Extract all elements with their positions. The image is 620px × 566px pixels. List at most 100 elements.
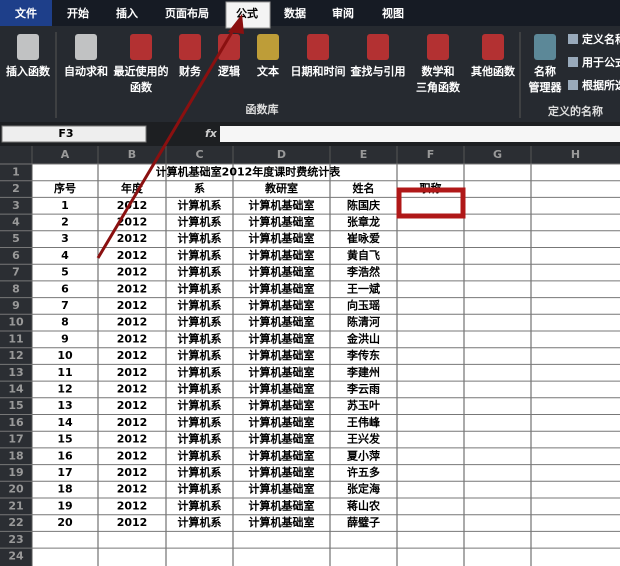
cell: 2012 xyxy=(117,466,148,479)
row-number[interactable]: 23 xyxy=(8,533,23,546)
row-number[interactable]: 13 xyxy=(8,366,23,379)
row-number[interactable]: 8 xyxy=(12,282,20,295)
button-icon[interactable] xyxy=(482,34,504,60)
button-label[interactable]: 名称 xyxy=(534,64,556,78)
cell: 9 xyxy=(61,332,69,345)
row-number[interactable]: 18 xyxy=(8,449,23,462)
tab[interactable]: 文件 xyxy=(15,6,37,20)
formula-input[interactable] xyxy=(220,126,620,142)
button-icon[interactable] xyxy=(179,34,201,60)
row-number[interactable]: 16 xyxy=(8,416,24,429)
column-header[interactable]: F xyxy=(427,148,435,161)
row-number[interactable]: 14 xyxy=(8,382,24,395)
button-label[interactable]: 数学和 xyxy=(422,64,455,78)
button-label[interactable]: 自动求和 xyxy=(64,64,108,78)
row-number[interactable]: 7 xyxy=(12,266,20,279)
tab[interactable]: 插入 xyxy=(116,6,138,20)
small-button[interactable]: 定义名称 xyxy=(582,32,620,46)
column-header[interactable]: C xyxy=(195,148,203,161)
row-number[interactable]: 9 xyxy=(12,299,20,312)
highlight-box xyxy=(396,187,466,219)
cell: 李浩然 xyxy=(346,265,380,279)
row-number[interactable]: 10 xyxy=(8,316,24,329)
active-tab[interactable] xyxy=(225,1,271,29)
cell: 11 xyxy=(57,366,72,379)
button-label[interactable]: 其他函数 xyxy=(471,64,516,78)
row-number[interactable]: 24 xyxy=(8,549,24,562)
column-header[interactable]: B xyxy=(128,148,136,161)
button-label[interactable]: 财务 xyxy=(178,64,202,78)
small-icon[interactable] xyxy=(568,80,578,90)
file-button[interactable] xyxy=(0,0,52,26)
button-icon[interactable] xyxy=(17,34,39,60)
cell: 蒋山农 xyxy=(347,498,380,512)
cell: 金洪山 xyxy=(346,331,380,345)
column-header[interactable]: E xyxy=(360,148,368,161)
small-icon[interactable] xyxy=(568,34,578,44)
button-label[interactable]: 最近使用的 xyxy=(114,64,169,78)
cell: 2012 xyxy=(117,266,148,279)
row-number[interactable]: 1 xyxy=(12,165,20,178)
cell: 计算机基础室 xyxy=(249,348,315,362)
button-label[interactable]: 函数 xyxy=(130,80,153,94)
column-header[interactable]: A xyxy=(61,148,70,161)
button-icon[interactable] xyxy=(75,34,97,60)
cell: 2012 xyxy=(117,215,148,228)
tab[interactable]: 页面布局 xyxy=(165,6,209,20)
row-number[interactable]: 19 xyxy=(8,466,23,479)
small-button[interactable]: 根据所选 xyxy=(582,78,620,92)
button-icon[interactable] xyxy=(218,34,240,60)
row-number[interactable]: 3 xyxy=(12,199,20,212)
cell: 张定海 xyxy=(347,482,380,496)
tab[interactable]: 数据 xyxy=(284,6,306,20)
button-icon[interactable] xyxy=(427,34,449,60)
cell: 计算机基础室 xyxy=(249,365,315,379)
small-button[interactable]: 用于公式 xyxy=(582,55,620,69)
button-label[interactable]: 文本 xyxy=(257,64,279,78)
cell: 12 xyxy=(57,382,72,395)
row-number[interactable]: 17 xyxy=(8,433,23,446)
name-box-text[interactable]: F3 xyxy=(58,127,73,140)
name-box[interactable] xyxy=(1,125,147,143)
row-number[interactable]: 6 xyxy=(12,249,20,262)
cell: 计算机基础室 xyxy=(249,331,315,345)
header-cell: 系 xyxy=(194,181,205,195)
button-label[interactable]: 日期和时间 xyxy=(291,64,346,78)
column-header[interactable]: G xyxy=(493,148,502,161)
button-icon[interactable] xyxy=(307,34,329,60)
column-header[interactable]: H xyxy=(571,148,580,161)
row-number[interactable]: 21 xyxy=(8,499,23,512)
row-number[interactable]: 22 xyxy=(8,516,23,529)
button-label[interactable]: 三角函数 xyxy=(416,80,461,94)
cell: 20 xyxy=(57,516,73,529)
row-number[interactable]: 2 xyxy=(12,182,20,195)
tab[interactable]: 视图 xyxy=(382,6,404,20)
small-icon[interactable] xyxy=(568,57,578,67)
tab[interactable]: 开始 xyxy=(67,6,89,20)
button-icon[interactable] xyxy=(130,34,152,60)
button-label[interactable]: 插入函数 xyxy=(6,64,51,78)
cell: 计算机基础室 xyxy=(249,281,315,295)
row-number[interactable]: 12 xyxy=(8,349,23,362)
cell: 李云雨 xyxy=(346,381,380,395)
button-label[interactable]: 查找与引用 xyxy=(351,64,406,78)
cell: 李建州 xyxy=(346,365,380,379)
button-label[interactable]: 管理器 xyxy=(529,80,563,94)
sheet-title: 计算机基础室2012年度课时费统计表 xyxy=(156,164,342,178)
row-number[interactable]: 20 xyxy=(8,483,24,496)
cell: 7 xyxy=(61,299,69,312)
cell: 计算机系 xyxy=(178,248,222,262)
cell: 计算机基础室 xyxy=(249,398,315,412)
row-number[interactable]: 5 xyxy=(12,232,20,245)
button-label[interactable]: 逻辑 xyxy=(218,64,240,78)
column-header[interactable]: D xyxy=(277,148,286,161)
row-number[interactable]: 4 xyxy=(12,215,20,228)
button-icon[interactable] xyxy=(534,34,556,60)
button-icon[interactable] xyxy=(257,34,279,60)
button-icon[interactable] xyxy=(367,34,389,60)
row-number[interactable]: 11 xyxy=(8,332,23,345)
cell: 计算机系 xyxy=(178,348,222,362)
row-number[interactable]: 15 xyxy=(8,399,23,412)
tab[interactable]: 审阅 xyxy=(332,6,354,20)
